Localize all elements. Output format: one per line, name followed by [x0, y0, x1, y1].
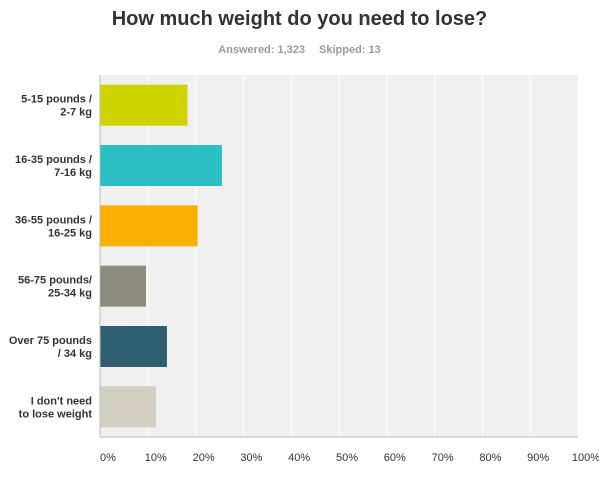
x-tick-label: 90%: [527, 452, 549, 464]
answered-count: Answered: 1,323: [218, 44, 306, 56]
x-tick-label: 10%: [145, 452, 167, 464]
category-label: 7-16 kg: [54, 167, 92, 179]
category-label: 16-35 pounds /: [15, 154, 92, 166]
bar: [100, 265, 146, 307]
category-label: / 34 kg: [58, 348, 92, 360]
bar: [100, 205, 198, 247]
bar: [100, 386, 156, 428]
category-label: I don't need: [31, 395, 92, 407]
category-label: 2-7 kg: [60, 107, 92, 119]
bar: [100, 84, 188, 126]
chart-title: How much weight do you need to lose?: [111, 8, 488, 30]
x-tick-label: 20%: [193, 452, 215, 464]
category-label: 25-34 kg: [48, 288, 92, 300]
bar: [100, 145, 222, 186]
x-tick-label: 50%: [336, 452, 358, 464]
x-tick-label: 0%: [100, 452, 116, 464]
category-label: 56-75 pounds/: [18, 275, 92, 287]
category-label: 16-25 kg: [48, 227, 92, 239]
x-tick-label: 70%: [432, 452, 454, 464]
category-label: to lose weight: [19, 408, 93, 420]
x-tick-label: 40%: [288, 452, 310, 464]
bar: [100, 326, 167, 367]
response-stats: Answered: 1,323 Skipped: 13: [0, 44, 599, 56]
x-tick-label: 80%: [479, 452, 501, 464]
skipped-count: Skipped: 13: [319, 44, 381, 56]
category-label: 5-15 pounds /: [21, 94, 92, 106]
x-tick-label: 30%: [240, 452, 262, 464]
category-label: 36-55 pounds /: [15, 214, 92, 226]
x-tick-label: 60%: [384, 452, 406, 464]
category-label: Over 75 pounds: [9, 335, 92, 347]
x-tick-label: 100%: [572, 452, 599, 464]
